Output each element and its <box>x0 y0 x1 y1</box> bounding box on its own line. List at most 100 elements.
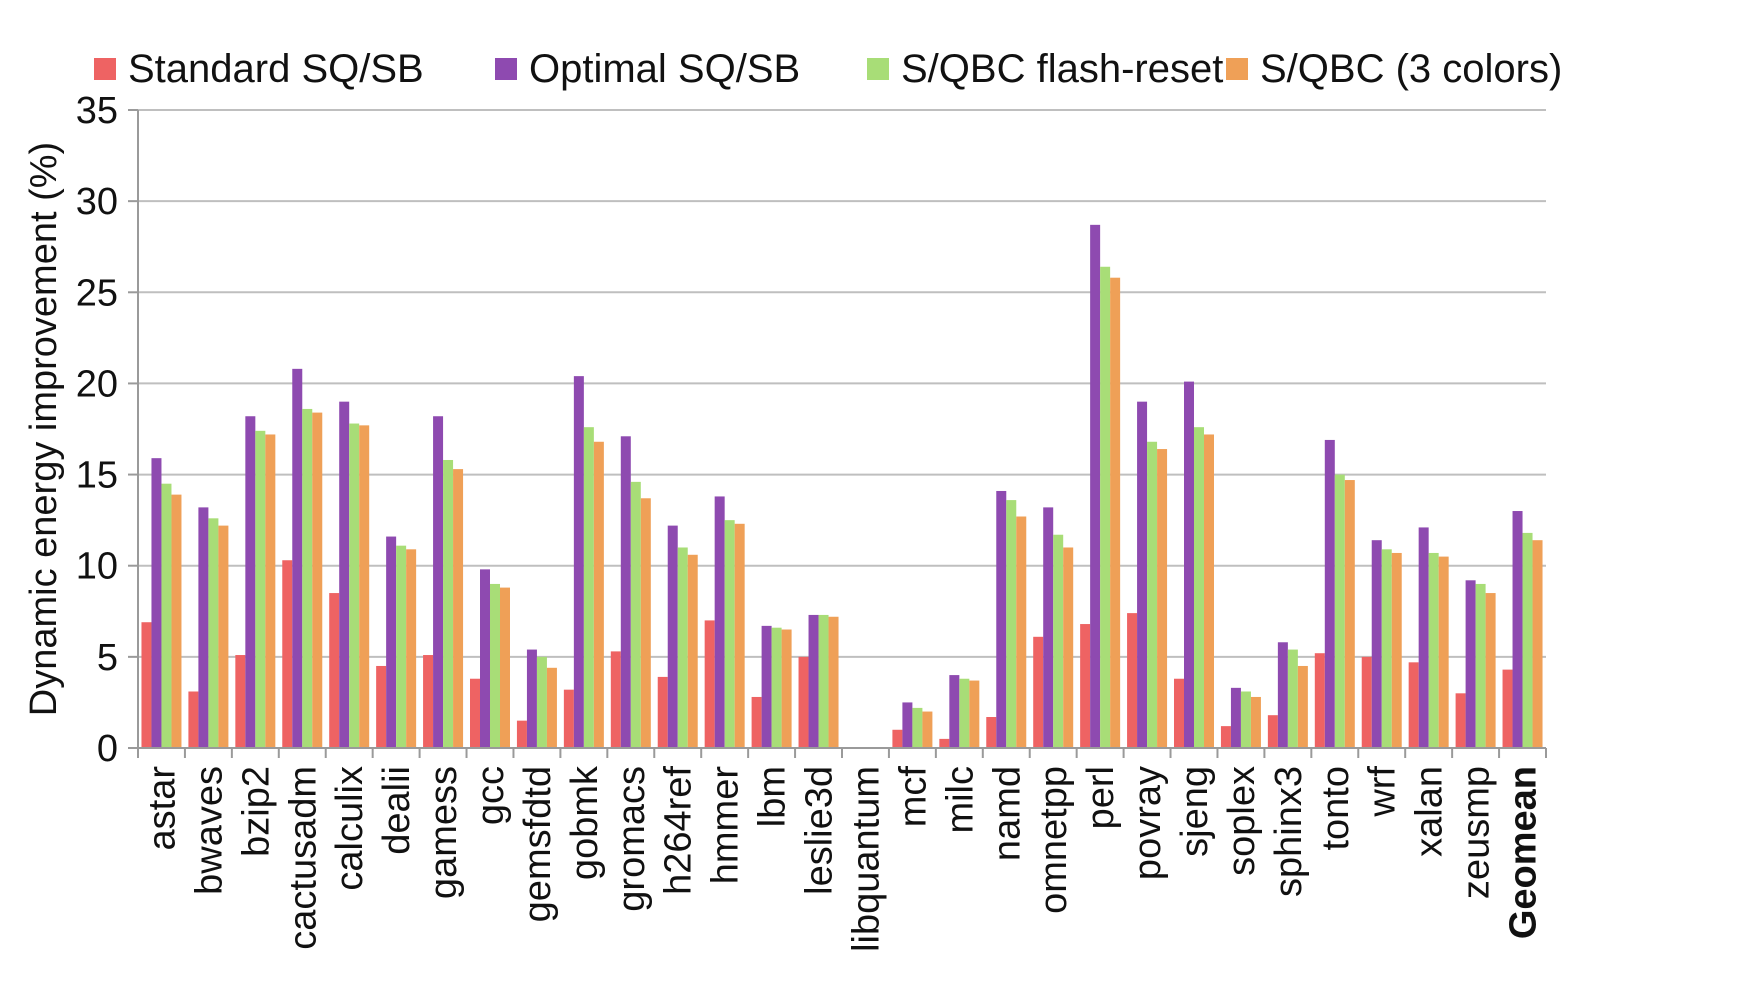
bar <box>490 583 500 748</box>
bar <box>1361 656 1372 748</box>
bar <box>1287 649 1298 748</box>
bar <box>359 425 370 748</box>
x-tick-label: leslie3d <box>799 766 841 895</box>
bar <box>657 676 668 748</box>
x-tick-label: zeusmp <box>1456 766 1498 899</box>
bar <box>798 656 809 748</box>
y-tick-label: 0 <box>97 728 118 770</box>
x-tick-label: mcf <box>892 766 934 828</box>
x-tick-label: cactusadm <box>282 766 324 950</box>
bar <box>1230 687 1241 748</box>
gridlines <box>138 109 1546 658</box>
bar <box>1110 277 1121 748</box>
bar <box>1174 678 1184 748</box>
bar <box>667 525 678 748</box>
bar <box>771 627 782 748</box>
x-tick-label: lbm <box>752 766 794 827</box>
bar <box>329 593 340 748</box>
bar <box>1100 266 1111 748</box>
bar <box>640 498 651 748</box>
bar <box>1267 715 1278 748</box>
x-tick-label: bwaves <box>188 766 230 895</box>
bar <box>423 655 434 748</box>
y-tick-label: 10 <box>76 546 118 588</box>
x-tick-label: hmmer <box>705 766 747 885</box>
bar <box>396 545 407 748</box>
bar <box>818 614 829 748</box>
bars <box>141 224 1543 749</box>
bar <box>714 496 725 748</box>
bar <box>1063 547 1074 748</box>
bar <box>808 614 819 748</box>
y-tick-label: 30 <box>76 181 118 223</box>
bar <box>198 507 209 748</box>
bar <box>1475 583 1486 748</box>
bar <box>443 459 454 748</box>
bar <box>1455 693 1466 748</box>
x-tick-label: sphinx3 <box>1268 766 1310 897</box>
bar <box>1408 662 1419 748</box>
bar <box>1418 527 1429 748</box>
x-tick-label: milc <box>939 766 981 834</box>
x-tick-label: gemsfdtd <box>517 766 559 922</box>
bar <box>986 717 997 748</box>
bar <box>151 458 162 748</box>
bar <box>1043 507 1054 748</box>
bar <box>1090 224 1101 749</box>
bar <box>339 401 350 748</box>
legend: Standard SQ/SB Optimal SQ/SB S/QBC flash-r… <box>94 47 1562 91</box>
bar <box>218 525 229 748</box>
bar <box>1053 534 1064 748</box>
bar <box>563 689 574 748</box>
bar <box>1080 624 1091 748</box>
bar <box>171 494 182 748</box>
x-tick-label: wrf <box>1362 766 1404 818</box>
x-tick-label: Geomean <box>1503 766 1545 939</box>
x-tick-label: perl <box>1080 766 1122 829</box>
bar <box>1016 516 1027 748</box>
bar <box>939 738 950 748</box>
bar <box>500 587 510 748</box>
bar <box>516 720 527 748</box>
x-tick-label: gobmk <box>564 765 606 880</box>
bar <box>1438 556 1449 748</box>
bar <box>526 649 537 748</box>
bar <box>892 729 903 748</box>
bar <box>620 436 631 748</box>
bar <box>902 702 913 748</box>
bar <box>922 711 933 748</box>
bar <box>1522 532 1533 748</box>
bar <box>433 416 444 748</box>
y-axis-label: Dynamic energy improvement (%) <box>23 142 65 716</box>
bar <box>734 523 745 748</box>
x-tick-label: gcc <box>470 766 512 825</box>
bar <box>1033 636 1044 748</box>
bar <box>235 655 246 748</box>
legend-label: Optimal SQ/SB <box>529 47 800 91</box>
bar <box>453 469 464 748</box>
bar <box>724 520 735 748</box>
bar <box>687 554 698 748</box>
bar <box>677 547 688 748</box>
bar <box>188 691 199 748</box>
x-tick-label: bzip2 <box>235 766 277 857</box>
x-tick-label: gamess <box>423 766 465 899</box>
bar <box>255 430 266 748</box>
y-tick-label: 25 <box>76 272 118 314</box>
bar <box>1532 540 1543 748</box>
bar <box>1334 474 1345 748</box>
bar <box>208 518 219 748</box>
x-tick-label: h264ref <box>658 766 700 895</box>
bar <box>761 625 772 748</box>
y-tick-label: 5 <box>97 637 118 679</box>
bar <box>1006 500 1017 748</box>
bar <box>1194 427 1204 748</box>
legend-swatch <box>1226 58 1248 80</box>
bar <box>265 434 276 748</box>
bar <box>161 483 172 748</box>
x-tick-label: namd <box>986 766 1028 861</box>
bar <box>245 416 256 748</box>
bar <box>959 678 970 748</box>
x-tick-label: dealii <box>376 766 418 855</box>
